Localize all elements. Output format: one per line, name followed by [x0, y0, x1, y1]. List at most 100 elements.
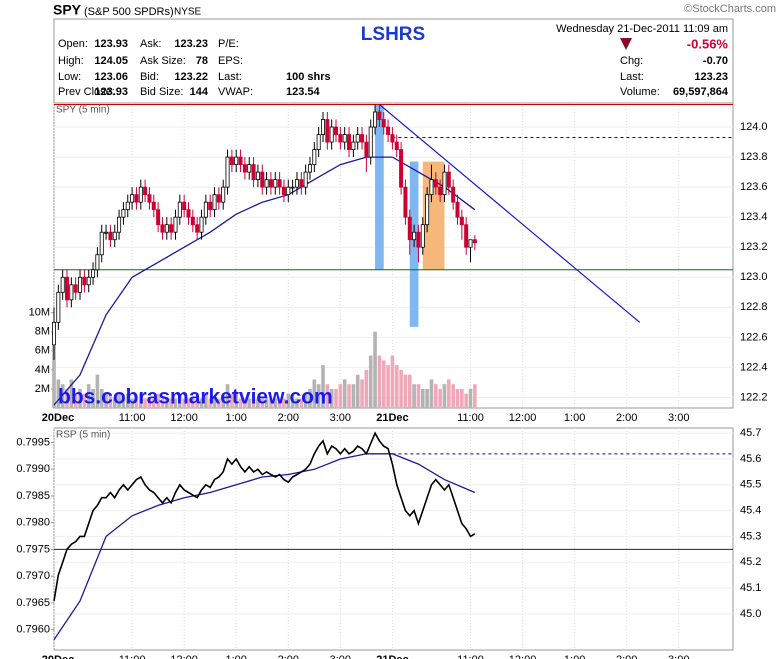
y2-tick-label: 0.7995 — [16, 436, 50, 448]
x-tick-label: 12:00 — [170, 412, 198, 424]
y2-tick-label: 6M — [35, 345, 50, 357]
candle-body — [251, 164, 256, 181]
candle-body — [446, 171, 451, 188]
candle-body — [377, 111, 382, 120]
volume-bar — [412, 384, 416, 408]
volume-bar — [169, 398, 173, 408]
volume-bar — [468, 388, 473, 408]
x-tick-label: 3:00 — [330, 412, 351, 424]
volume-bar — [438, 388, 442, 408]
volume-bar — [325, 384, 330, 408]
candle-body — [273, 179, 278, 188]
candle-body — [56, 291, 61, 323]
volume-bar — [416, 384, 421, 408]
candle-body — [416, 231, 421, 248]
candle-body — [403, 186, 408, 218]
candle-body — [86, 276, 91, 286]
volume-bar — [303, 393, 308, 408]
quote-label: High: — [58, 55, 84, 67]
trend-line — [379, 104, 641, 323]
volume-bar — [390, 355, 395, 408]
candle-body — [373, 111, 378, 128]
volume-bar — [386, 365, 390, 408]
x-tick-label: 1:00 — [564, 654, 585, 659]
candle-body — [91, 269, 96, 278]
volume-bar — [82, 393, 87, 408]
quote-label: P/E: — [218, 38, 239, 50]
x-tick-label: 12:00 — [509, 412, 537, 424]
candle-body — [368, 126, 373, 158]
candle-body — [212, 194, 217, 211]
volume-bar — [86, 384, 91, 408]
candle-body — [203, 201, 208, 218]
volume-bar — [104, 393, 108, 408]
candle-body — [164, 224, 169, 233]
down-arrow — [620, 38, 632, 50]
y-tick-label: 123.2 — [740, 241, 768, 253]
y-tick-label: 45.7 — [740, 427, 761, 439]
candle-body — [472, 239, 477, 244]
volume-bar — [368, 355, 373, 408]
volume-bar — [91, 388, 95, 408]
chart-label: LSHRS — [361, 24, 425, 45]
quote-label: Low: — [58, 71, 81, 83]
candle-body — [169, 224, 174, 233]
volume-bar — [425, 388, 429, 408]
candle-body — [182, 201, 187, 211]
quote-label: Volume: — [620, 86, 660, 98]
volume-bar — [243, 398, 247, 408]
y2-tick-label: 0.7990 — [16, 463, 50, 475]
volume-bar — [277, 398, 282, 408]
volume-bar — [295, 398, 299, 408]
volume-bar — [69, 379, 74, 408]
volume-bar — [260, 398, 265, 408]
candle-body — [104, 231, 109, 234]
candle-body — [95, 254, 100, 271]
x-tick-label: 3:00 — [330, 654, 351, 659]
y-tick-label: 45.1 — [740, 582, 761, 594]
candle-body — [316, 134, 321, 150]
volume-bar — [321, 365, 325, 408]
candle-body — [229, 156, 234, 166]
candle-body — [399, 149, 404, 188]
volume-bar — [65, 388, 69, 408]
volume-bar — [403, 374, 408, 408]
volume-bar — [334, 388, 338, 408]
volume-bar — [52, 346, 56, 408]
y-tick-label: 123.8 — [740, 151, 768, 163]
candle-body — [459, 216, 464, 226]
y2-tick-label: 0.7975 — [16, 543, 50, 555]
x-tick-label: 11:00 — [457, 412, 484, 424]
candle-body — [277, 179, 282, 188]
x-tick-label: 20Dec — [42, 412, 74, 424]
candle-body — [208, 201, 213, 211]
volume-bar — [186, 398, 191, 408]
quote-value: 123.23 — [694, 71, 728, 83]
candle-body — [451, 186, 456, 203]
volume-bar — [182, 398, 186, 408]
candle-body — [238, 156, 243, 166]
candle-body — [117, 216, 122, 233]
y-tick-label: 45.6 — [740, 453, 761, 465]
candle-body — [312, 149, 317, 166]
volume-bar — [238, 398, 243, 408]
candle-body — [334, 126, 339, 135]
volume-bar — [56, 379, 61, 408]
candle-body — [112, 231, 117, 241]
candle-body — [412, 231, 417, 241]
y-tick-label: 123.0 — [740, 271, 768, 283]
volume-bar — [230, 393, 234, 408]
candle-body — [221, 186, 226, 203]
y2-tick-label: 4M — [35, 364, 50, 376]
volume-bar — [178, 393, 182, 408]
volume-bar — [381, 360, 386, 408]
candle-body — [338, 134, 343, 143]
volume-bar — [204, 393, 208, 408]
x-tick-label: 21Dec — [376, 412, 408, 424]
candle-body — [268, 179, 273, 188]
security-name: (S&P 500 SPDRs) — [84, 6, 174, 18]
volume-bar — [447, 379, 451, 408]
